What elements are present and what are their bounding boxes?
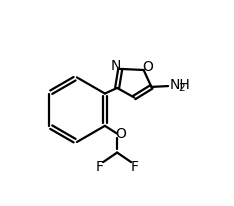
Text: N: N	[111, 59, 121, 73]
Text: O: O	[115, 127, 126, 141]
Text: 2: 2	[179, 83, 185, 93]
Text: F: F	[95, 160, 103, 174]
Text: O: O	[142, 60, 153, 74]
Text: NH: NH	[169, 78, 190, 92]
Text: F: F	[131, 160, 139, 174]
